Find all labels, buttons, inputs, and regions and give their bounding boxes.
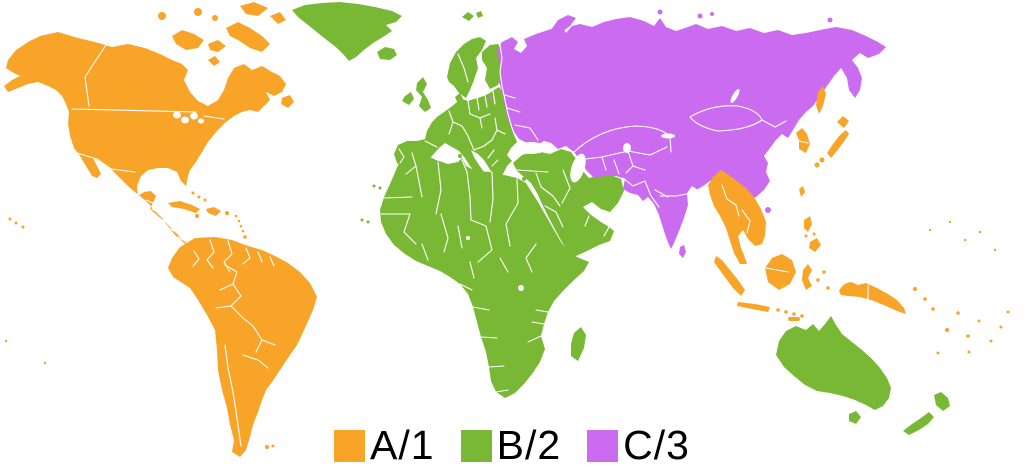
- persian-gulf: [584, 206, 608, 218]
- south-america: [168, 237, 317, 457]
- japan-hokkaido: [837, 116, 849, 128]
- lake-balkhash: [661, 133, 675, 139]
- africa: [380, 151, 589, 398]
- denmark: [455, 93, 463, 104]
- newfoundland: [281, 95, 294, 108]
- novaya-zemlya: [551, 15, 576, 36]
- tasmania: [849, 411, 861, 424]
- country-borders: [71, 44, 869, 447]
- new-zealand-south-island: [903, 412, 934, 435]
- japan-kyushu-shikoku: [814, 157, 825, 168]
- lakes-and-inland-seas: [173, 88, 740, 291]
- svalbard: [462, 11, 483, 21]
- arctic-islands-russia: [657, 9, 833, 23]
- borneo: [765, 254, 796, 290]
- java: [737, 302, 770, 312]
- corsica: [458, 154, 462, 158]
- scandinavia-norway-sweden: [447, 37, 486, 98]
- sumatra: [714, 256, 745, 296]
- hawaii-polynesia-islands: [4, 217, 47, 365]
- sulawesi: [802, 264, 812, 290]
- korea: [796, 128, 810, 153]
- kaliningrad: [488, 95, 492, 99]
- lake-baikal: [730, 88, 740, 104]
- indonesia-small-islands: [776, 232, 830, 321]
- new-zealand-north-island: [934, 392, 950, 411]
- canary-cape-verde-islands: [360, 184, 382, 224]
- north-america: [4, 32, 286, 251]
- iceland: [377, 47, 397, 60]
- hainan: [765, 207, 771, 213]
- greenland: [292, 2, 402, 61]
- pacific-islands: [913, 220, 1010, 355]
- caribbean-islands: [191, 191, 247, 239]
- canadian-arctic-islands: [158, 2, 286, 66]
- sakhalin: [816, 86, 826, 114]
- great-lakes: [173, 111, 181, 119]
- australia: [776, 316, 891, 410]
- hispaniola: [206, 207, 221, 216]
- aral-sea: [623, 143, 631, 153]
- japan-honshu: [827, 130, 849, 158]
- lake-chad: [466, 236, 470, 240]
- taiwan: [799, 186, 805, 197]
- cuba: [168, 201, 200, 213]
- finland: [482, 44, 503, 89]
- cyprus: [522, 177, 526, 181]
- philippines-mindanao: [809, 238, 821, 252]
- sri-lanka: [679, 245, 686, 258]
- falkland-islands: [265, 444, 275, 449]
- philippines-luzon: [804, 216, 812, 232]
- region-a-group: [4, 2, 1010, 457]
- region-c-group: [488, 9, 886, 258]
- ireland: [402, 92, 414, 105]
- new-guinea: [839, 282, 906, 314]
- indochina-southeast-asia: [708, 170, 766, 264]
- eurasia-russia-asia: [497, 17, 886, 249]
- great-britain: [416, 77, 431, 112]
- caspian-sea: [570, 153, 586, 183]
- black-sea: [516, 142, 546, 154]
- madagascar: [571, 327, 586, 361]
- lake-victoria: [518, 285, 524, 291]
